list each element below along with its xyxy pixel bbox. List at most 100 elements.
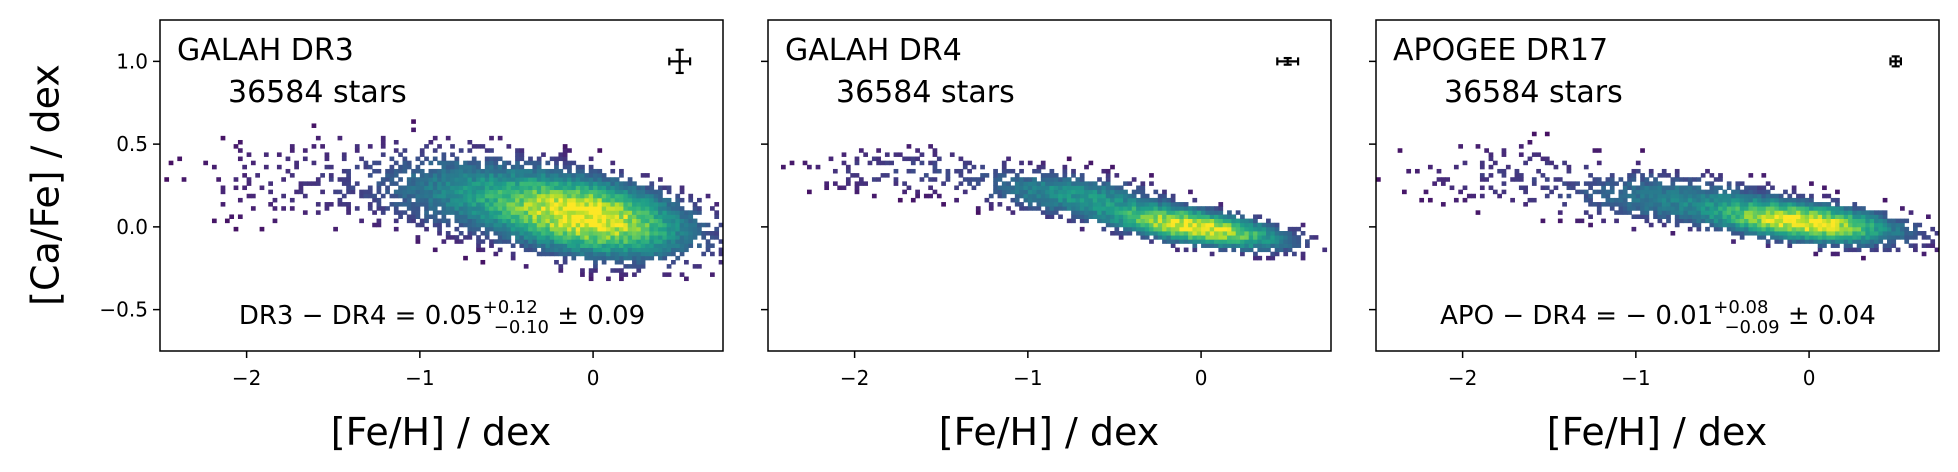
heatmap-cell <box>324 206 330 211</box>
heatmap-cell <box>671 214 676 219</box>
heatmap-cell <box>928 144 933 149</box>
heatmap-cell <box>640 255 646 261</box>
heatmap-cell <box>1631 177 1637 182</box>
heatmap-cell <box>580 247 585 253</box>
heatmap-cell <box>454 218 460 224</box>
heatmap-cell <box>463 197 468 203</box>
panel-galah-dr4: −2 −1 0 GALAH DR4 36584 stars [Fe/H] / dex <box>761 19 1332 454</box>
heatmap-cell <box>1040 210 1046 215</box>
heatmap-cell <box>593 259 598 265</box>
heatmap-cell <box>1201 214 1206 219</box>
heatmap-cell <box>1118 222 1124 228</box>
heatmap-cell <box>619 185 624 191</box>
heatmap-cell <box>1523 160 1528 166</box>
heatmap-cell <box>441 214 447 219</box>
heatmap-cell <box>497 189 503 195</box>
heatmap-cell <box>1614 210 1619 215</box>
heatmap-cell <box>1501 173 1507 178</box>
heatmap-cell <box>380 177 386 182</box>
heatmap-cell <box>489 156 494 162</box>
heatmap-cell <box>593 181 598 186</box>
heatmap-cell <box>571 247 577 253</box>
heatmap-cell <box>688 231 694 236</box>
heatmap-cell <box>1783 214 1788 219</box>
heatmap-cell <box>584 218 590 224</box>
heatmap-cell <box>580 214 585 219</box>
heatmap-cell <box>584 222 590 228</box>
heatmap-cell <box>415 193 421 199</box>
heatmap-cell <box>597 251 603 257</box>
heatmap-cell <box>554 173 559 178</box>
heatmap-cell <box>580 226 585 232</box>
heatmap-cell <box>1514 177 1520 182</box>
heatmap-cell <box>181 177 187 182</box>
heatmap-cell <box>489 173 494 178</box>
heatmap-cell <box>454 164 460 170</box>
heatmap-cell <box>484 189 490 195</box>
heatmap-cell <box>1605 202 1611 207</box>
heatmap-cell <box>584 197 590 203</box>
heatmap-cell <box>1292 231 1297 236</box>
heatmap-cell <box>1292 243 1297 248</box>
heatmap-cell <box>1718 218 1723 224</box>
heatmap-cell <box>272 206 278 211</box>
heatmap-cell <box>445 181 451 186</box>
heatmap-cell <box>237 139 243 145</box>
heatmap-cell <box>1705 193 1710 199</box>
heatmap-cell <box>528 214 533 219</box>
heatmap-cell <box>1166 218 1172 224</box>
heatmap-cell <box>1666 193 1671 199</box>
heatmap-cell <box>1852 206 1858 211</box>
heatmap-cell <box>1787 210 1793 215</box>
heatmap-cell <box>1162 206 1167 211</box>
heatmap-cell <box>580 222 585 228</box>
heatmap-cell <box>1066 193 1072 199</box>
heatmap-cell <box>1257 226 1263 232</box>
heatmap-cell <box>1497 193 1502 199</box>
heatmap-cell <box>450 144 455 149</box>
heatmap-cell <box>1692 206 1697 211</box>
heatmap-cell <box>415 197 421 203</box>
heatmap-cell <box>1110 202 1115 207</box>
heatmap-cell <box>1713 222 1719 228</box>
heatmap-cell <box>562 235 568 240</box>
heatmap-cell <box>1765 226 1771 232</box>
heatmap-cell <box>1201 222 1206 228</box>
heatmap-cell <box>567 202 572 207</box>
heatmap-cell <box>1079 210 1085 215</box>
heatmap-cell <box>962 164 968 170</box>
heatmap-cell <box>1713 202 1719 207</box>
heatmap-cell <box>458 222 464 228</box>
heatmap-cell <box>684 222 689 228</box>
heatmap-cell <box>580 202 585 207</box>
heatmap-cell <box>1283 251 1289 257</box>
heatmap-cell <box>919 177 925 182</box>
heatmap-cell <box>567 185 572 191</box>
heatmap-cell <box>484 168 490 174</box>
heatmap-cell <box>636 214 642 219</box>
heatmap-cell <box>1049 210 1055 215</box>
heatmap-cell <box>684 247 689 253</box>
heatmap-cell <box>1179 231 1185 236</box>
heatmap-cell <box>333 226 338 232</box>
heatmap-cell <box>666 243 672 248</box>
heatmap-cell <box>541 235 546 240</box>
heatmap-cell <box>619 272 624 277</box>
heatmap-cell <box>623 226 629 232</box>
heatmap-cell <box>1852 247 1858 253</box>
heatmap-cell <box>441 168 447 174</box>
heatmap-cell <box>1253 214 1258 219</box>
heatmap-cell <box>1244 231 1250 236</box>
heatmap-cell <box>1153 235 1159 240</box>
heatmap-cell <box>515 197 520 203</box>
heatmap-cell <box>1839 214 1845 219</box>
heatmap-cell <box>1900 222 1905 228</box>
heatmap-cell <box>441 160 447 166</box>
heatmap-cell <box>402 156 408 162</box>
heatmap-cell <box>567 160 572 166</box>
heatmap-cell <box>532 164 538 170</box>
heatmap-cell <box>376 202 382 207</box>
heatmap-cell <box>1071 185 1076 191</box>
heatmap-cell <box>1235 210 1241 215</box>
heatmap-cell <box>1562 160 1567 166</box>
